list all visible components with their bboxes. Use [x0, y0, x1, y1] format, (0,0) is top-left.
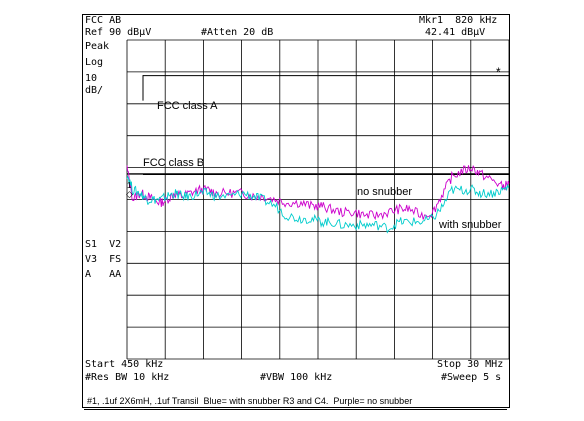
- figure-caption: #1, .1uf 2X6mH, .1uf Transil Blue= with …: [87, 396, 413, 406]
- spectrum-plot: * 1 ◇ FCC class A FCC class B no snubber…: [126, 39, 510, 360]
- fcc-class-b-label: FCC class B: [143, 157, 204, 169]
- v3fs-label: V3 FS: [85, 254, 122, 265]
- limit-lines: [142, 75, 509, 175]
- marker-frequency: Mkr1 820 kHz: [419, 15, 498, 26]
- detector-label: Peak: [85, 41, 110, 52]
- sweep-time: #Sweep 5 s: [441, 372, 502, 383]
- scale-unit-label: dB/: [85, 85, 104, 96]
- caption-underline: [84, 409, 507, 410]
- s1v2-label: S1 V2: [85, 239, 122, 250]
- with-snubber-label: with snubber: [438, 219, 502, 231]
- marker-amplitude: 42.41 dBµV: [425, 27, 486, 38]
- no-snubber-label: no snubber: [357, 186, 412, 198]
- start-frequency: Start 450 kHz: [85, 359, 164, 370]
- fcc-class-a-label: FCC class A: [157, 100, 218, 112]
- reference-level: Ref 90 dBµV: [85, 27, 152, 38]
- resolution-bandwidth: #Res BW 10 kHz: [85, 372, 170, 383]
- screen-border: [82, 14, 510, 408]
- graticule: [126, 39, 510, 360]
- video-bandwidth: #VBW 100 kHz: [260, 372, 333, 383]
- mode-label: FCC AB: [85, 15, 122, 26]
- marker-diamond-icon: ◇: [126, 189, 133, 199]
- scale-type-label: Log: [85, 57, 104, 68]
- scale-value-label: 10: [85, 73, 98, 84]
- attenuation-label: #Atten 20 dB: [201, 27, 274, 38]
- aaa-label: A AA: [85, 269, 122, 280]
- analyzer-screen: FCC AB Mkr1 820 kHz Ref 90 dBµV #Atten 2…: [82, 14, 510, 408]
- trace-with-snubber: [126, 175, 510, 234]
- stop-frequency: Stop 30 MHz: [437, 359, 504, 370]
- marker-number: 1: [127, 181, 132, 190]
- traces: [126, 164, 510, 234]
- marker-star: *: [496, 65, 501, 79]
